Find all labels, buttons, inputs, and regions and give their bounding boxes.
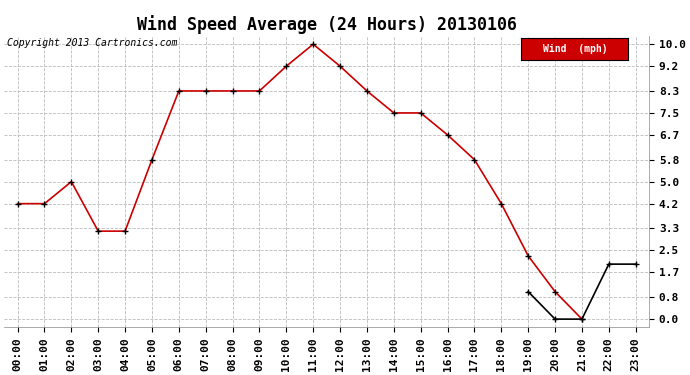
Text: Copyright 2013 Cartronics.com: Copyright 2013 Cartronics.com — [7, 38, 177, 48]
Text: Wind  (mph): Wind (mph) — [542, 44, 607, 54]
Title: Wind Speed Average (24 Hours) 20130106: Wind Speed Average (24 Hours) 20130106 — [137, 15, 517, 34]
